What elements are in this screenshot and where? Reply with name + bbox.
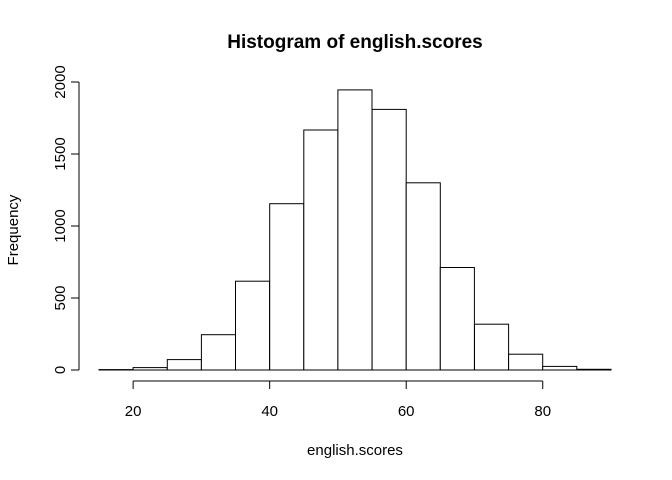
- bars-group: [98, 89, 612, 371]
- histogram-bar-25-30: [166, 359, 202, 371]
- x-axis-label: english.scores: [307, 442, 403, 459]
- histogram-bar-30-35: [200, 334, 236, 371]
- x-tick-label-20: 20: [125, 403, 142, 420]
- y-tick-label-2000: 2000: [52, 65, 69, 98]
- chart-title: Histogram of english.scores: [227, 32, 483, 53]
- x-tick-label-80: 80: [534, 403, 551, 420]
- y-tick-label-1500: 1500: [52, 137, 69, 170]
- histogram-bar-55-60: [371, 108, 407, 371]
- y-axis-label: Frequency: [5, 194, 22, 265]
- histogram-bar-45-50: [303, 129, 339, 371]
- y-tick-label-500: 500: [52, 285, 69, 310]
- x-tick-label-60: 60: [398, 403, 415, 420]
- histogram-bar-85-90: [576, 368, 612, 371]
- y-tick-label-1000: 1000: [52, 209, 69, 242]
- y-tick-label-0: 0: [52, 366, 69, 374]
- histogram-bar-60-65: [405, 182, 441, 371]
- histogram-bar-20-25: [132, 367, 168, 371]
- x-axis: 20 40 60 80: [125, 380, 551, 420]
- histogram-bar-65-70: [439, 267, 475, 371]
- histogram-bar-70-75: [474, 323, 510, 371]
- histogram-bar-35-40: [235, 280, 271, 371]
- histogram-bar-50-55: [337, 89, 373, 371]
- histogram-bar-75-80: [508, 353, 544, 371]
- y-axis: 0 500 1000 1500 2000: [52, 65, 80, 374]
- x-tick-label-40: 40: [261, 403, 278, 420]
- histogram-bar-80-85: [542, 365, 578, 371]
- histogram-bar-40-45: [269, 203, 305, 371]
